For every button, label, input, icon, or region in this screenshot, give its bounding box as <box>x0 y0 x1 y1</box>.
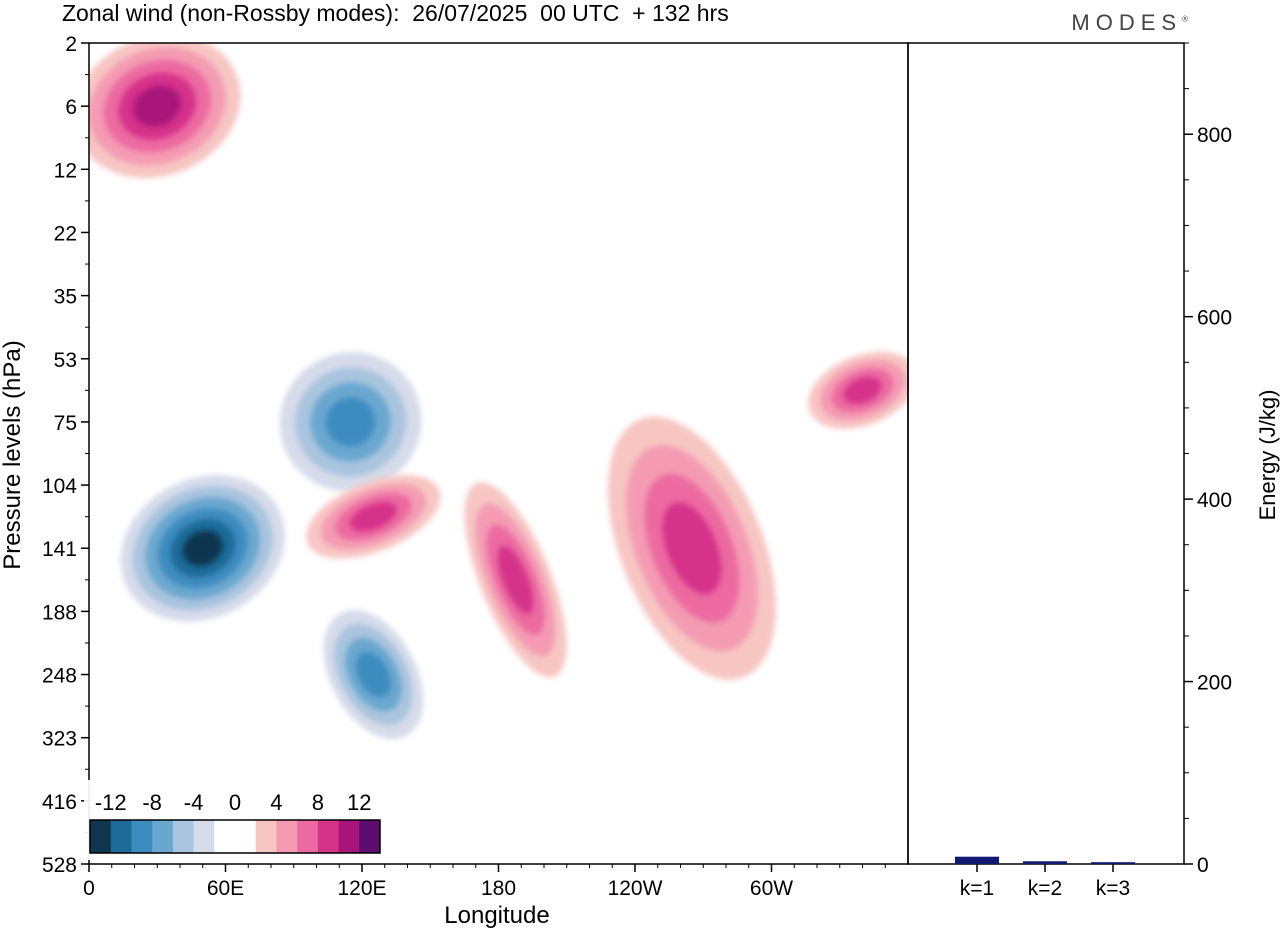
y-tick-label: 12 <box>54 159 77 182</box>
colorbar-swatch <box>90 820 112 853</box>
colorbar-swatch <box>214 820 236 853</box>
positive-wind-anomaly <box>808 351 908 429</box>
colorbar-swatch <box>255 820 277 853</box>
y-tick-label: 53 <box>54 349 77 372</box>
y-tick-label: 248 <box>42 665 77 688</box>
contour-band <box>843 376 882 404</box>
x-axis-label: Longitude <box>444 902 549 929</box>
colorbar-swatch <box>131 820 153 853</box>
longitude-axis: 0 60E 120E 180 120W 60W <box>83 864 886 900</box>
x-tick-label: 120E <box>337 877 386 900</box>
colorbar-swatch <box>193 820 215 853</box>
colorbar-label: 12 <box>347 790 371 815</box>
colorbar-label: 0 <box>229 790 241 815</box>
positive-wind-anomaly <box>607 416 776 680</box>
y-tick-label: 188 <box>42 601 77 624</box>
colorbar-swatch <box>297 820 319 853</box>
colorbar: -12 -8 -4 0 4 8 12 <box>84 780 390 860</box>
y-tick-label: 323 <box>42 728 77 751</box>
colorbar-swatch <box>359 820 381 853</box>
energy-tick-label: 0 <box>1197 854 1209 877</box>
contour-band <box>356 652 391 697</box>
energy-tick-label: 400 <box>1197 489 1232 512</box>
y-tick-label: 22 <box>54 222 77 245</box>
y-tick-label: 2 <box>65 33 77 56</box>
pressure-axis: 2 6 12 22 35 53 75 104 141 188 248 323 416 528 <box>42 33 89 877</box>
x-tick-label: 60E <box>207 877 244 900</box>
colorbar-swatch <box>172 820 195 853</box>
energy-axis: 0 200 400 600 800 <box>1184 42 1232 877</box>
colorbar-label: -4 <box>184 790 204 815</box>
colorbar-swatch <box>338 820 360 853</box>
colorbar-label: -8 <box>142 790 162 815</box>
y-tick-label: 75 <box>54 412 77 435</box>
modes-logo: MODES® <box>1071 10 1188 35</box>
contour-band <box>662 502 722 594</box>
x-tick-label: 180 <box>481 877 516 900</box>
contour-band <box>350 502 397 532</box>
chart-title: Zonal wind (non-Rossby modes): 26/07/202… <box>62 0 729 26</box>
negative-wind-anomaly <box>120 474 285 622</box>
energy-category-label: k=1 <box>960 877 994 900</box>
y-tick-label: 6 <box>65 96 77 119</box>
energy-bar <box>1023 861 1067 864</box>
colorbar-label: -12 <box>95 790 127 815</box>
brand-text: MODES <box>1071 10 1183 35</box>
energy-bar <box>955 856 999 864</box>
x-tick-label: 60W <box>750 877 793 900</box>
colorbar-label: 8 <box>312 790 324 815</box>
energy-category-label: k=3 <box>1096 877 1130 900</box>
energy-tick-label: 800 <box>1197 124 1232 147</box>
x-tick-label: 0 <box>83 877 95 900</box>
negative-wind-anomaly <box>323 610 424 740</box>
negative-wind-anomaly <box>279 352 422 492</box>
contour-band <box>497 545 534 614</box>
positive-wind-anomaly <box>464 482 567 678</box>
colorbar-swatch <box>152 820 174 853</box>
colorbar-label: 4 <box>270 790 282 815</box>
positive-wind-anomaly <box>306 474 441 559</box>
contour-band <box>326 397 376 447</box>
energy-axis-label: Energy (J/kg) <box>1255 390 1280 521</box>
colorbar-swatch <box>276 820 298 853</box>
y-tick-label: 141 <box>42 538 77 561</box>
colorbar-frame <box>89 819 381 854</box>
y-tick-label: 416 <box>42 791 77 814</box>
zonal-wind-field <box>89 43 908 864</box>
x-tick-label: 120W <box>608 877 663 900</box>
colorbar-swatch <box>110 820 132 853</box>
energy-bars: k=1 k=2 k=3 <box>955 856 1135 900</box>
y-tick-label: 35 <box>54 286 77 309</box>
y-axis-label: Pressure levels (hPa) <box>0 340 26 569</box>
energy-tick-label: 200 <box>1197 672 1232 695</box>
energy-plot-frame <box>907 42 1185 865</box>
energy-tick-label: 600 <box>1197 307 1232 330</box>
colorbar-swatch <box>235 820 257 853</box>
y-tick-label: 528 <box>42 854 77 877</box>
positive-wind-anomaly <box>89 43 241 179</box>
energy-category-label: k=2 <box>1028 877 1062 900</box>
contour-band <box>133 85 182 127</box>
y-tick-label: 104 <box>42 475 77 498</box>
colorbar-swatch <box>317 820 340 853</box>
contour-band <box>182 530 223 566</box>
energy-bar <box>1091 862 1135 864</box>
